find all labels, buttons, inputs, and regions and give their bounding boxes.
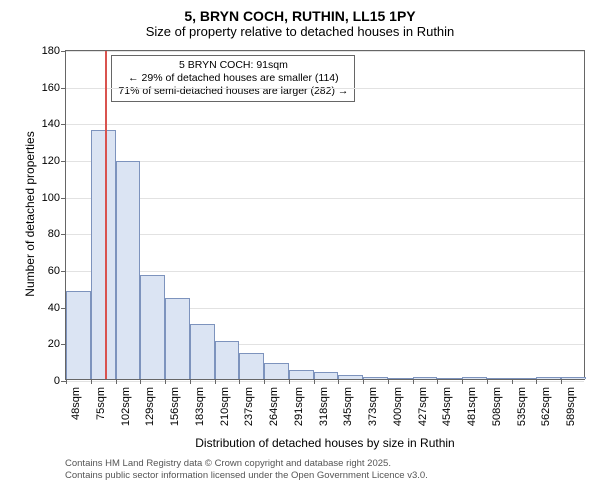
gridline [66, 381, 584, 382]
footer-note: Contains HM Land Registry data © Crown c… [65, 458, 428, 482]
xtick-label: 400sqm [392, 387, 404, 426]
ytick-label: 140 [42, 118, 66, 130]
xtick-label: 427sqm [417, 387, 429, 426]
bar [264, 363, 289, 380]
bar [561, 377, 586, 379]
xtick-mark [388, 379, 389, 384]
bar [487, 378, 512, 379]
xtick-label: 535sqm [516, 387, 528, 426]
ytick-label: 20 [48, 338, 66, 350]
xtick-label: 183sqm [194, 387, 206, 426]
xtick-mark [561, 379, 562, 384]
property-marker-line [105, 51, 107, 379]
xtick-mark [413, 379, 414, 384]
xtick-label: 562sqm [540, 387, 552, 426]
xtick-label: 373sqm [367, 387, 379, 426]
bar [215, 341, 240, 380]
xtick-label: 264sqm [268, 387, 280, 426]
ytick-label: 160 [42, 82, 66, 94]
ytick-label: 60 [48, 265, 66, 277]
gridline [66, 271, 584, 272]
chart-subtitle: Size of property relative to detached ho… [0, 24, 600, 45]
xtick-label: 508sqm [491, 387, 503, 426]
ytick-label: 0 [54, 375, 66, 387]
ytick-label: 100 [42, 192, 66, 204]
bar [388, 378, 413, 379]
xtick-mark [487, 379, 488, 384]
annotation-line-2: ← 29% of detached houses are smaller (11… [118, 72, 348, 85]
ytick-label: 180 [42, 45, 66, 57]
plot-area: 5 BRYN COCH: 91sqm ← 29% of detached hou… [65, 50, 585, 380]
xtick-label: 345sqm [342, 387, 354, 426]
xtick-mark [363, 379, 364, 384]
xtick-label: 237sqm [243, 387, 255, 426]
bar [140, 275, 165, 380]
ytick-label: 120 [42, 155, 66, 167]
bar [165, 298, 190, 379]
xtick-mark [536, 379, 537, 384]
bar [437, 378, 462, 379]
chart-container: 5, BRYN COCH, RUTHIN, LL15 1PY Size of p… [0, 0, 600, 500]
gridline [66, 51, 584, 52]
xtick-mark [116, 379, 117, 384]
xtick-label: 48sqm [70, 387, 82, 420]
xtick-mark [239, 379, 240, 384]
xtick-mark [165, 379, 166, 384]
annotation-line-1: 5 BRYN COCH: 91sqm [118, 59, 348, 72]
xtick-mark [190, 379, 191, 384]
xtick-mark [462, 379, 463, 384]
xtick-label: 291sqm [293, 387, 305, 426]
xtick-mark [314, 379, 315, 384]
xtick-label: 589sqm [565, 387, 577, 426]
bar [363, 377, 388, 379]
xtick-mark [91, 379, 92, 384]
xtick-mark [215, 379, 216, 384]
bar [462, 377, 487, 379]
xtick-mark [264, 379, 265, 384]
bar [512, 378, 537, 379]
bar [536, 377, 561, 379]
ytick-label: 40 [48, 302, 66, 314]
gridline [66, 88, 584, 89]
y-axis-label: Number of detached properties [23, 114, 37, 314]
bar [413, 377, 438, 379]
gridline [66, 161, 584, 162]
bar [239, 353, 264, 379]
xtick-label: 481sqm [466, 387, 478, 426]
footer-line-2: Contains public sector information licen… [65, 470, 428, 482]
xtick-label: 318sqm [318, 387, 330, 426]
gridline [66, 234, 584, 235]
xtick-mark [140, 379, 141, 384]
xtick-mark [289, 379, 290, 384]
bar [338, 375, 363, 379]
ytick-label: 80 [48, 228, 66, 240]
gridline [66, 124, 584, 125]
gridline [66, 198, 584, 199]
bar [91, 130, 116, 379]
xtick-mark [66, 379, 67, 384]
xtick-label: 129sqm [144, 387, 156, 426]
xtick-mark [437, 379, 438, 384]
xtick-mark [338, 379, 339, 384]
footer-line-1: Contains HM Land Registry data © Crown c… [65, 458, 428, 470]
xtick-label: 454sqm [441, 387, 453, 426]
x-axis-label: Distribution of detached houses by size … [65, 436, 585, 450]
xtick-label: 156sqm [169, 387, 181, 426]
bar [289, 370, 314, 379]
xtick-mark [512, 379, 513, 384]
chart-title: 5, BRYN COCH, RUTHIN, LL15 1PY [0, 0, 600, 24]
bar [116, 161, 141, 379]
bar [190, 324, 215, 379]
xtick-label: 210sqm [219, 387, 231, 426]
xtick-label: 102sqm [120, 387, 132, 426]
xtick-label: 75sqm [95, 387, 107, 420]
annotation-box: 5 BRYN COCH: 91sqm ← 29% of detached hou… [111, 55, 355, 102]
bar [314, 372, 339, 379]
bar [66, 291, 91, 379]
